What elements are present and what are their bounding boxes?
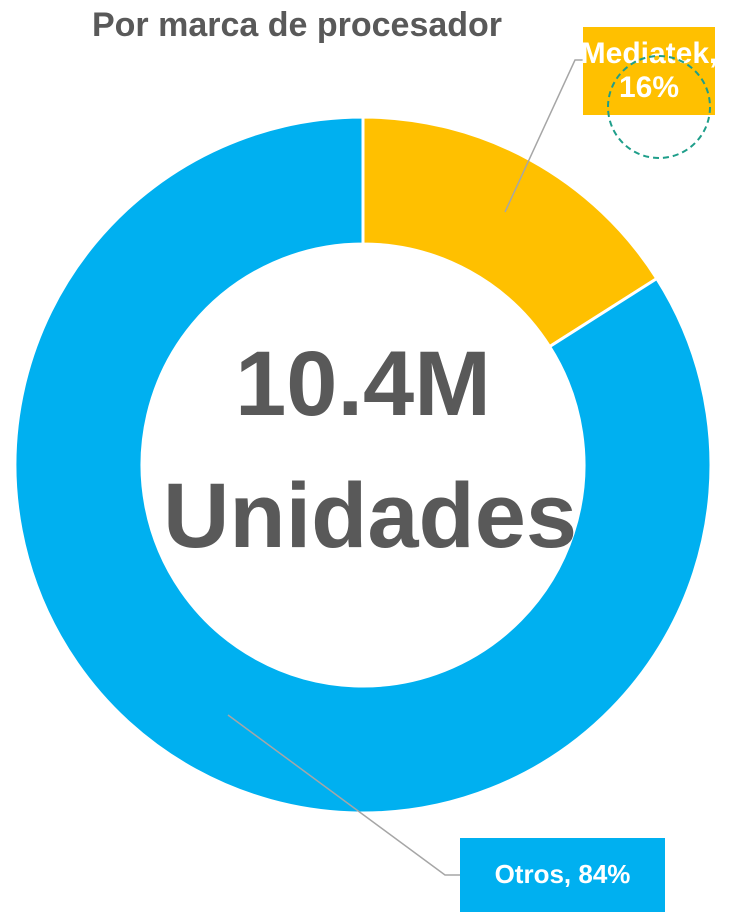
center-unit: Unidades — [163, 465, 577, 567]
data-label: Otros, 84% — [460, 838, 665, 912]
data-label: Mediatek, 16% — [581, 27, 717, 115]
donut-slice — [361, 115, 659, 349]
leader-line — [227, 714, 462, 876]
slices — [13, 115, 713, 815]
leader-line — [504, 59, 585, 213]
center-value: 10.4M — [235, 333, 491, 435]
chart-title: Por marca de procesador — [92, 6, 502, 44]
donut-slice — [13, 115, 713, 815]
